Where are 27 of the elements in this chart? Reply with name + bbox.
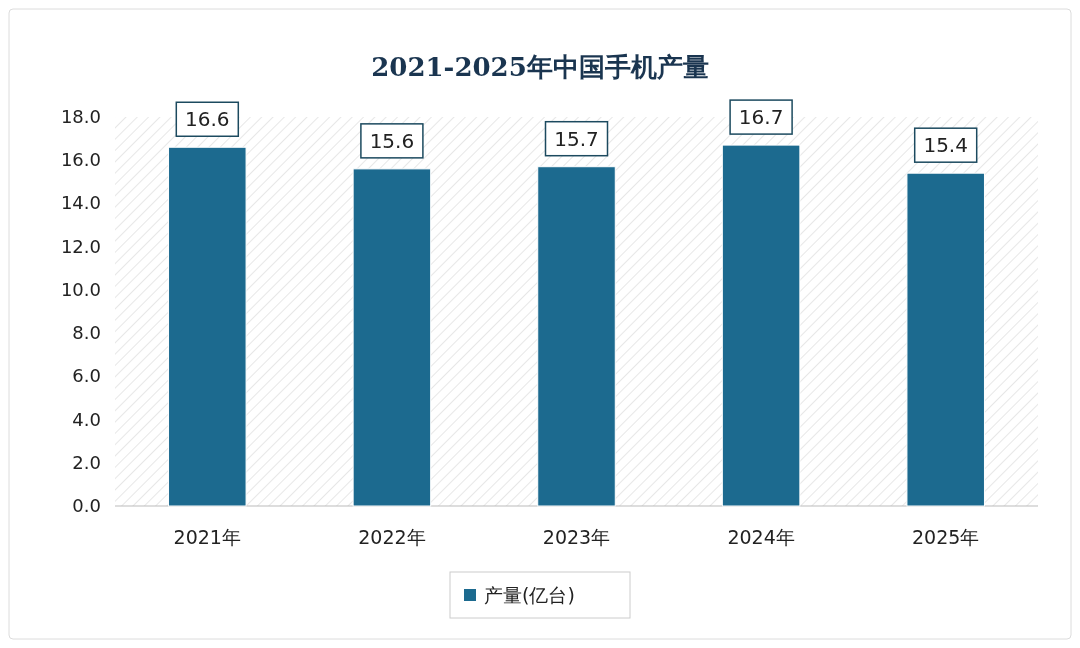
data-label: 16.6 [185, 107, 230, 132]
y-tick-label: 12.0 [60, 235, 101, 257]
y-tick-label: 8.0 [72, 322, 101, 344]
x-tick-label: 2024年 [727, 526, 795, 548]
bar [906, 172, 985, 507]
data-label: 16.7 [738, 105, 784, 130]
y-tick-label: 4.0 [72, 408, 101, 430]
chart-title: 2021-2025年中国手机产量 [371, 52, 709, 82]
y-tick-label: 16.0 [60, 149, 101, 171]
bar [168, 146, 247, 507]
x-tick-label: 2023年 [542, 526, 611, 548]
y-tick-label: 18.0 [60, 106, 101, 127]
y-tick-label: 10.0 [60, 278, 101, 300]
legend-label: 产量(亿台) [484, 584, 575, 606]
x-tick-label: 2025年 [912, 526, 980, 548]
data-label: 15.4 [923, 133, 968, 158]
bar [352, 168, 432, 507]
y-tick-label: 14.0 [60, 192, 101, 214]
x-tick-label: 2022年 [358, 526, 426, 548]
bar [537, 166, 616, 507]
data-label: 15.7 [554, 126, 599, 151]
x-tick-label: 2021年 [173, 526, 241, 548]
y-tick-label: 0.0 [72, 495, 101, 516]
y-tick-label: 2.0 [72, 451, 101, 473]
bar [721, 144, 801, 507]
y-tick-label: 6.0 [72, 365, 101, 387]
data-label: 15.6 [369, 128, 415, 153]
